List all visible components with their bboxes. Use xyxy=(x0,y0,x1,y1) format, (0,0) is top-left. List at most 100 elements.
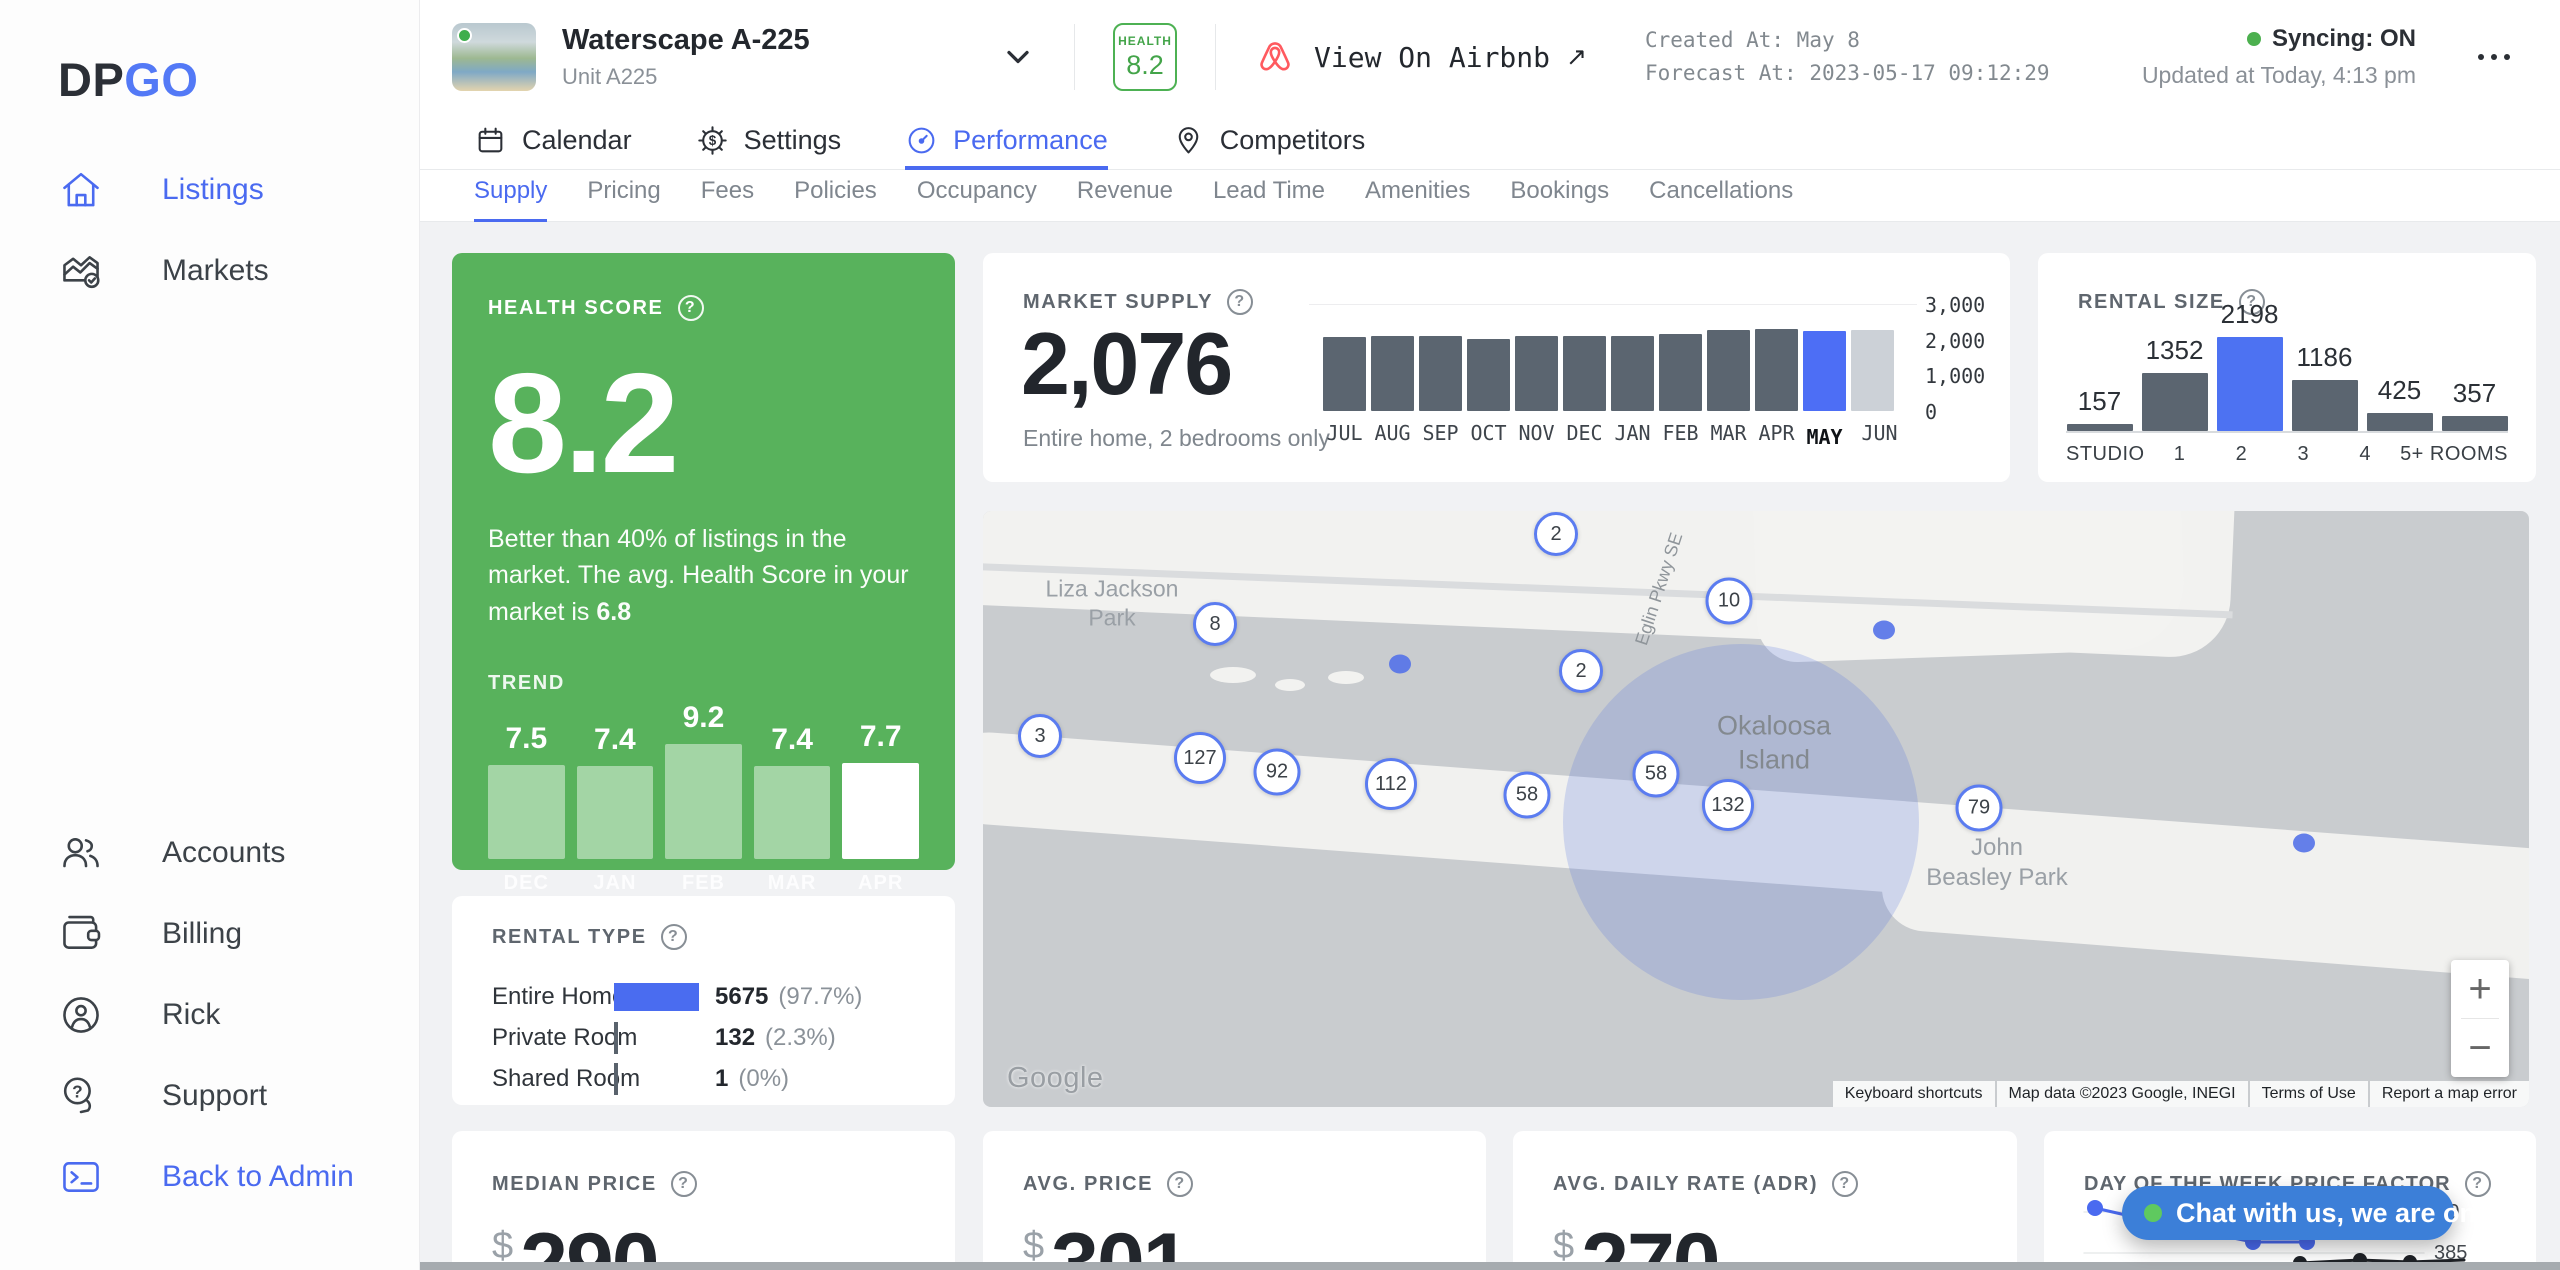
rental-type-row: Private Room 132 (2.3%) xyxy=(492,1017,925,1058)
supply-bar xyxy=(1851,330,1894,411)
map-cluster-marker[interactable]: 58 xyxy=(1632,750,1680,798)
subtab-supply[interactable]: Supply xyxy=(474,177,548,222)
market-supply-month-labels: JUL AUG SEP OCT NOV DEC JAN FEB MAR APR MAY JUN xyxy=(1323,421,1903,449)
sidebar-nav-top: Listings Markets xyxy=(0,149,419,311)
rental-size-column: 2198 xyxy=(2216,299,2283,431)
adr-number: 270 xyxy=(1581,1216,1720,1270)
subtab-pricing[interactable]: Pricing xyxy=(587,177,661,204)
sync-status-block: Syncing: ON Updated at Today, 4:13 pm xyxy=(2142,25,2416,89)
rental-type-count: 5675 xyxy=(715,982,769,1010)
map-attribution-link[interactable]: Report a map error xyxy=(2369,1081,2529,1107)
zoom-in-button[interactable]: + xyxy=(2468,966,2492,1011)
help-icon[interactable] xyxy=(2464,1171,2491,1197)
map-islet xyxy=(1328,671,1364,684)
help-icon[interactable] xyxy=(1227,289,1254,315)
sidebar-item-label: Support xyxy=(162,1078,268,1112)
map-cluster-marker[interactable]: 112 xyxy=(1365,758,1417,810)
help-icon[interactable] xyxy=(677,295,704,321)
supply-bar xyxy=(1515,336,1558,411)
subtab-policies[interactable]: Policies xyxy=(794,177,877,204)
map-cluster-marker[interactable]: 8 xyxy=(1193,602,1237,646)
tab-label: Performance xyxy=(953,124,1108,155)
trend-value: 7.4 xyxy=(594,722,636,756)
chat-widget[interactable]: Chat with us, we are online! xyxy=(2122,1186,2532,1240)
subtab-amenities[interactable]: Amenities xyxy=(1365,177,1471,204)
listing-thumbnail[interactable] xyxy=(452,23,536,91)
sidebar-item-accounts[interactable]: Accounts xyxy=(0,812,419,893)
map-cluster-marker[interactable]: 58 xyxy=(1503,771,1551,819)
rental-type-row: Shared Room 1 (0%) xyxy=(492,1058,925,1099)
map[interactable]: Google Keyboard shortcuts Map data ©2023 … xyxy=(983,511,2529,1107)
supply-month-label: MAY xyxy=(1806,425,1843,449)
supply-bar xyxy=(1755,329,1798,411)
map-attribution-link[interactable]: Keyboard shortcuts xyxy=(1832,1081,1995,1107)
rental-size-card: RENTAL SIZE 157 1352 2198 1186 425 357 STUDIO… xyxy=(2038,253,2536,482)
sidebar-item-billing[interactable]: Billing xyxy=(0,893,419,974)
map-cluster-marker[interactable]: 2 xyxy=(1559,649,1603,693)
rental-type-bar xyxy=(614,1062,618,1095)
performance-subtabs: Supply Pricing Fees Policies Occupancy Revenu… xyxy=(420,170,2560,222)
tab-label: Settings xyxy=(743,124,842,155)
rental-type-label: Shared Room xyxy=(492,1064,641,1092)
sidebar-item-listings[interactable]: Listings xyxy=(0,149,419,230)
supply-month-label: FEB xyxy=(1662,421,1699,445)
map-cluster-marker[interactable]: 92 xyxy=(1253,748,1301,796)
main-area: Waterscape A-225 Unit A225 HEALTH 8.2 Vi… xyxy=(420,0,2560,1270)
tab-settings[interactable]: $ Settings xyxy=(696,114,842,170)
sidebar-item-markets[interactable]: Markets xyxy=(0,230,419,311)
rental-type-bar xyxy=(614,982,699,1011)
help-icon[interactable] xyxy=(660,924,687,950)
supply-month-label: OCT xyxy=(1470,421,1507,445)
tab-calendar[interactable]: Calendar xyxy=(474,114,632,170)
subtab-lead-time[interactable]: Lead Time xyxy=(1212,177,1326,204)
zoom-out-button[interactable]: − xyxy=(2468,1025,2492,1070)
map-attribution-link[interactable]: Terms of Use xyxy=(2249,1081,2368,1107)
subtab-revenue[interactable]: Revenue xyxy=(1076,177,1173,204)
pin-icon xyxy=(1172,124,1205,157)
trend-category: JAN xyxy=(593,871,637,894)
rental-type-bar-slot xyxy=(614,1062,707,1095)
map-cluster-marker[interactable]: 132 xyxy=(1702,779,1754,831)
supply-month-label: AUG xyxy=(1374,421,1411,445)
tab-competitors[interactable]: Competitors xyxy=(1172,114,1365,170)
airbnb-icon xyxy=(1254,36,1296,78)
chevron-down-icon[interactable] xyxy=(1000,39,1036,75)
map-cluster-marker[interactable]: 127 xyxy=(1174,732,1226,784)
help-icon[interactable] xyxy=(670,1171,697,1197)
rental-size-bar xyxy=(2066,424,2133,431)
subtab-fees[interactable]: Fees xyxy=(700,177,755,204)
sidebar-item-label: Listings xyxy=(162,172,264,206)
map-islet xyxy=(1275,679,1305,691)
tab-performance[interactable]: Performance xyxy=(905,114,1108,170)
google-logo[interactable]: Google xyxy=(1007,1062,1104,1094)
rental-size-value: 2198 xyxy=(2220,299,2279,329)
sidebar-item-label: Accounts xyxy=(162,835,286,869)
help-icon[interactable] xyxy=(2238,289,2265,315)
help-icon[interactable] xyxy=(1832,1171,1859,1197)
listing-online-dot xyxy=(457,28,472,43)
rental-type-label: Private Room xyxy=(492,1023,638,1051)
more-options-icon[interactable] xyxy=(2478,44,2510,70)
supply-month-label: DEC xyxy=(1566,421,1603,445)
map-cluster-marker[interactable]: 79 xyxy=(1955,784,2003,832)
syncing-label: Syncing: ON xyxy=(2271,25,2416,52)
map-cluster-marker[interactable]: 2 xyxy=(1534,512,1578,556)
map-cluster-marker[interactable]: 10 xyxy=(1705,577,1753,625)
sidebar-item-rick[interactable]: Rick xyxy=(0,974,419,1055)
subtab-cancellations[interactable]: Cancellations xyxy=(1649,177,1794,204)
view-on-airbnb-link[interactable]: View On Airbnb ↗ xyxy=(1254,36,1587,78)
sidebar-item-support[interactable]: ? Support xyxy=(0,1055,419,1136)
gauge-icon xyxy=(905,124,938,157)
help-icon[interactable] xyxy=(1167,1171,1194,1197)
horizontal-scrollbar[interactable] xyxy=(420,1262,2560,1270)
support-icon: ? xyxy=(58,1073,104,1119)
map-cluster-marker[interactable]: 3 xyxy=(1018,714,1062,758)
rental-type-bar-slot xyxy=(614,982,707,1011)
dpgo-logo[interactable]: DPGO xyxy=(0,0,419,107)
subtab-occupancy[interactable]: Occupancy xyxy=(916,177,1037,204)
sidebar-item-back-to-admin[interactable]: Back to Admin xyxy=(0,1136,419,1217)
subtab-bookings[interactable]: Bookings xyxy=(1510,177,1610,204)
adr-title-text: AVG. DAILY RATE (ADR) xyxy=(1553,1172,1819,1195)
rental-size-category: 4 xyxy=(2359,443,2371,465)
rental-size-bar xyxy=(2366,413,2433,431)
